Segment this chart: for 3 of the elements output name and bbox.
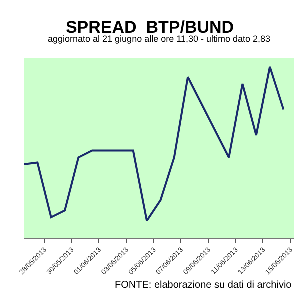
chart-subtitle: aggiornato al 21 giugno alle ore 11,30 - ultimo dato 2,83 bbox=[48, 34, 270, 44]
chart-title: SPREAD BTP/BUND bbox=[66, 18, 234, 37]
source-note: FONTE: elaborazione su dati di archivio bbox=[115, 280, 292, 291]
